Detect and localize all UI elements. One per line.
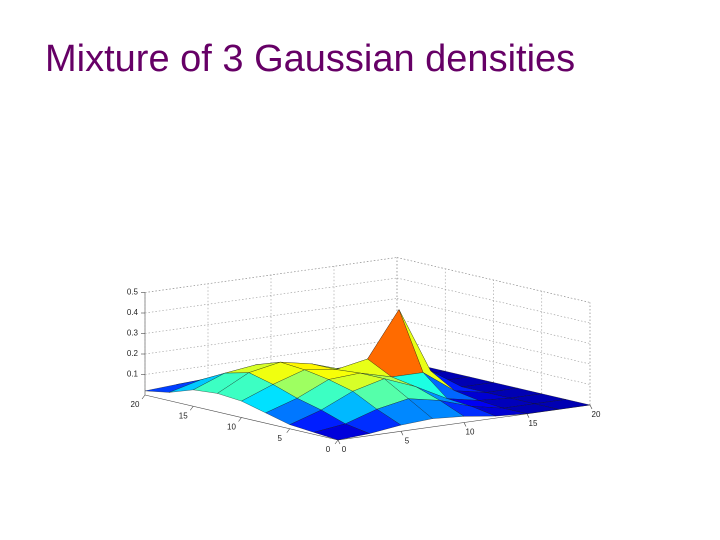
slide-title: Mixture of 3 Gaussian densities <box>45 38 576 80</box>
grid-line <box>396 298 591 344</box>
x-tick <box>589 404 593 410</box>
y-tick <box>286 428 290 433</box>
z-tick-label: 0.1 <box>127 370 139 379</box>
grid-line <box>144 318 398 355</box>
z-tick-label: 0.2 <box>127 349 139 358</box>
x-tick <box>337 439 341 445</box>
x-tick-label: 0 <box>342 445 347 454</box>
grid-line <box>144 298 398 334</box>
x-tick-label: 5 <box>405 436 410 445</box>
y-tick-label: 15 <box>179 411 188 420</box>
x-tick-label: 10 <box>466 428 475 437</box>
x-tick <box>526 413 530 418</box>
z-tick-label: 0.3 <box>127 329 139 338</box>
y-tick <box>334 439 339 445</box>
x-tick <box>463 422 467 427</box>
y-tick <box>238 417 242 422</box>
x-tick <box>400 431 404 436</box>
y-tick <box>141 394 146 400</box>
y-tick-label: 10 <box>227 423 236 432</box>
y-tick-label: 5 <box>278 434 283 443</box>
y-tick-label: 0 <box>326 445 331 454</box>
y-tick <box>190 406 194 411</box>
z-tick-label: 0.4 <box>127 308 139 317</box>
y-tick-label: 20 <box>131 400 140 409</box>
x-tick-label: 20 <box>592 410 601 419</box>
grid-line <box>144 339 398 375</box>
grid-line <box>396 339 591 385</box>
z-tick-label: 0.5 <box>127 288 139 297</box>
surface-cell <box>312 423 371 441</box>
grid-line <box>396 318 591 365</box>
x-tick-label: 15 <box>529 419 538 428</box>
